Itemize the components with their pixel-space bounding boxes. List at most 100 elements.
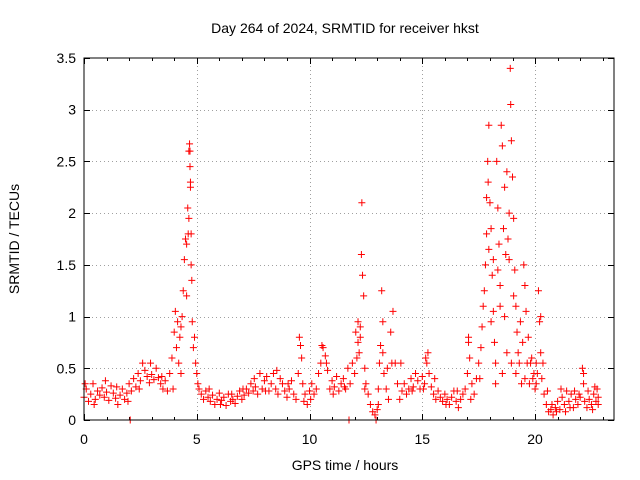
data-point	[101, 377, 109, 385]
data-point	[501, 313, 509, 321]
data-point	[478, 323, 486, 331]
data-point	[176, 333, 184, 341]
data-point	[240, 391, 248, 399]
data-point	[186, 140, 194, 148]
data-point	[251, 383, 259, 391]
data-point	[441, 390, 449, 398]
x-tick-label: 0	[80, 431, 88, 447]
data-point	[580, 369, 588, 377]
data-point	[141, 366, 149, 374]
data-point	[287, 377, 295, 385]
data-point	[169, 385, 177, 393]
data-point	[178, 313, 186, 321]
data-point	[532, 359, 540, 367]
data-point	[283, 393, 291, 401]
data-point	[513, 328, 521, 336]
data-point	[587, 400, 595, 408]
data-point	[492, 359, 500, 367]
data-point	[575, 390, 583, 398]
data-point	[594, 400, 602, 408]
data-point	[247, 380, 255, 388]
data-point	[468, 380, 476, 388]
data-point	[281, 387, 289, 395]
data-point	[501, 183, 509, 191]
data-point	[558, 393, 566, 401]
data-point	[354, 318, 362, 326]
data-point	[487, 225, 495, 233]
y-tick-label: 2.5	[57, 153, 77, 169]
data-point	[520, 261, 528, 269]
data-point	[543, 387, 551, 395]
data-point	[377, 342, 385, 350]
data-point	[189, 344, 197, 352]
data-point	[204, 393, 212, 401]
data-point	[439, 397, 447, 405]
data-point	[403, 390, 411, 398]
data-point	[113, 383, 121, 391]
data-point	[192, 359, 200, 367]
data-point	[103, 388, 111, 396]
data-point	[375, 359, 383, 367]
data-point	[578, 364, 586, 372]
data-point	[563, 387, 571, 395]
data-point	[171, 307, 179, 315]
data-point	[503, 168, 511, 176]
data-point	[443, 395, 451, 403]
data-point	[539, 359, 547, 367]
data-point	[538, 375, 546, 383]
data-point	[249, 387, 257, 395]
data-point	[360, 292, 368, 300]
data-point	[436, 393, 444, 401]
data-point	[209, 391, 217, 399]
data-point	[584, 387, 592, 395]
data-point	[346, 380, 354, 388]
data-point	[250, 375, 258, 383]
data-point	[499, 225, 507, 233]
data-point	[256, 369, 264, 377]
data-point	[475, 359, 483, 367]
data-point	[565, 397, 573, 405]
data-point	[181, 235, 189, 243]
data-point	[328, 377, 336, 385]
data-point	[145, 379, 153, 387]
data-point	[177, 369, 185, 377]
data-point	[589, 406, 597, 414]
data-point	[566, 404, 574, 412]
data-point	[361, 385, 369, 393]
data-point	[380, 369, 388, 377]
data-point	[299, 380, 307, 388]
data-point	[303, 400, 311, 408]
x-tick-label: 15	[415, 431, 431, 447]
data-point	[330, 383, 338, 391]
data-point	[179, 287, 187, 295]
data-point	[134, 369, 142, 377]
data-point	[503, 349, 511, 357]
y-tick-label: 0.5	[57, 360, 77, 376]
data-point	[177, 323, 185, 331]
data-point	[488, 271, 496, 279]
data-point	[537, 349, 545, 357]
data-point	[163, 387, 171, 395]
data-point	[228, 390, 236, 398]
data-point	[200, 395, 208, 403]
data-point	[507, 359, 515, 367]
data-point	[362, 380, 370, 388]
data-point	[324, 366, 332, 374]
y-tick-label: 3	[68, 102, 76, 118]
data-point	[522, 307, 530, 315]
data-point	[502, 251, 510, 259]
data-point	[506, 64, 514, 72]
data-point	[424, 349, 432, 357]
data-point	[374, 385, 382, 393]
data-point	[284, 380, 292, 388]
data-point	[498, 142, 506, 150]
data-point	[423, 359, 431, 367]
data-point	[515, 359, 523, 367]
data-point	[477, 344, 485, 352]
grid-lines	[84, 58, 614, 420]
data-point	[493, 157, 501, 165]
data-point	[576, 393, 584, 401]
data-point	[335, 387, 343, 395]
data-point	[290, 390, 298, 398]
x-tick-label: 5	[193, 431, 201, 447]
